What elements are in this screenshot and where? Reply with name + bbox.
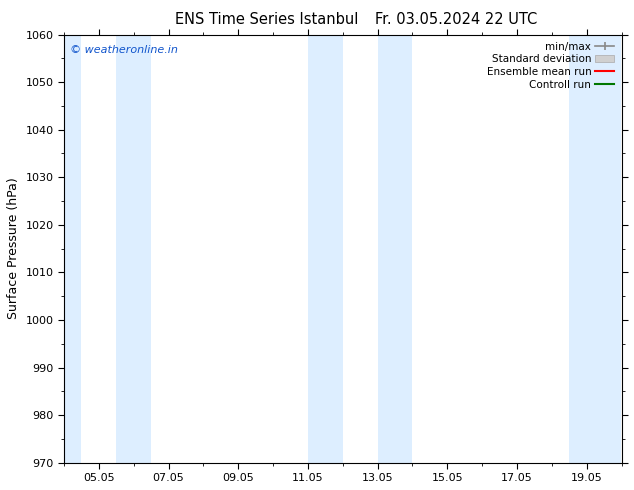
Bar (308, 35, 343, 463)
Bar (604, 35, 621, 463)
Text: ENS Time Series Istanbul: ENS Time Series Istanbul (174, 12, 358, 27)
Bar (569, 35, 604, 463)
Y-axis label: Surface Pressure (hPa): Surface Pressure (hPa) (7, 178, 20, 319)
Bar (116, 35, 151, 463)
Bar (378, 35, 413, 463)
Text: Fr. 03.05.2024 22 UTC: Fr. 03.05.2024 22 UTC (375, 12, 538, 27)
Bar (64, 35, 81, 463)
Legend: min/max, Standard deviation, Ensemble mean run, Controll run: min/max, Standard deviation, Ensemble me… (484, 40, 616, 92)
Text: © weatheronline.in: © weatheronline.in (70, 45, 178, 55)
